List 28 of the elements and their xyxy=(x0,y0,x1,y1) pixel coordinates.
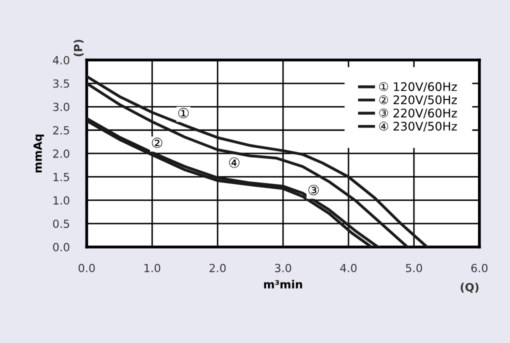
x-tick-label: 1.0 xyxy=(144,264,160,272)
y-tick-label: 2.0 xyxy=(53,149,70,158)
y-tick-label: 1.5 xyxy=(54,172,70,182)
y-tick-label: 0.5 xyxy=(53,220,70,228)
annotation: ③ xyxy=(308,184,319,196)
y-tick-label: 2.5 xyxy=(53,126,70,135)
y-tick-label: 3.0 xyxy=(53,102,70,112)
y-tick-label: 4.0 xyxy=(52,56,70,64)
y-tick-label: 3.5 xyxy=(53,79,70,88)
annotation: ② xyxy=(152,138,162,148)
annotation: ④ xyxy=(229,157,240,168)
x-tick-label: 4.0 xyxy=(340,264,357,272)
text: (Q) xyxy=(460,282,478,293)
legend-label: ② 220V/50Hz xyxy=(379,95,457,106)
y-tick-label: 1.0 xyxy=(54,196,70,205)
x-tick-label: 6.0 xyxy=(471,264,488,272)
y-tick-label: 0.0 xyxy=(53,242,70,252)
x-tick-label: 3.0 xyxy=(275,264,292,272)
legend-label: ③ 220V/60Hz xyxy=(379,108,457,118)
annotation: ① xyxy=(178,108,189,118)
text: (P) xyxy=(74,40,84,56)
legend-label: ④ 230V/50Hz xyxy=(379,122,457,132)
x-axis-title: m³min xyxy=(264,280,302,288)
x-tick-label: 0.0 xyxy=(78,264,95,272)
x-tick-label: 2.0 xyxy=(210,264,226,272)
legend-label: ① 120V/60Hz xyxy=(379,82,457,92)
x-tick-label: 5.0 xyxy=(406,264,422,272)
y-axis-title: mmAq xyxy=(34,134,44,172)
